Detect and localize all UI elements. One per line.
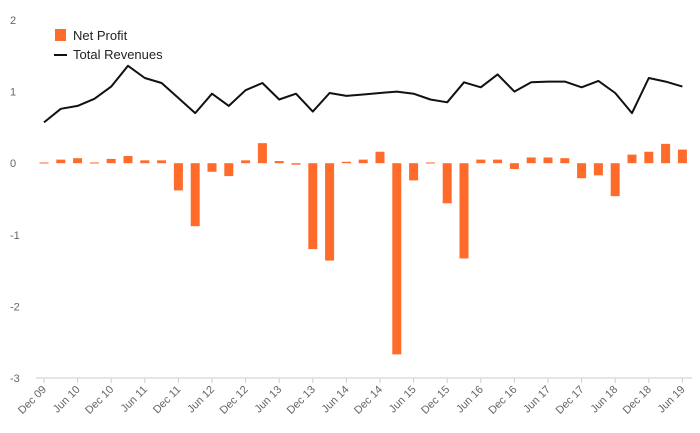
net-profit-bar (257, 143, 267, 164)
net-profit-bar (392, 163, 402, 355)
x-tick-label: Dec 14 (352, 384, 385, 417)
x-tick-label: Jun 18 (588, 384, 620, 416)
x-tick-label: Dec 15 (419, 384, 452, 417)
x-tick-label: Jun 12 (185, 384, 217, 416)
net-profit-bar (375, 151, 385, 164)
net-profit-bar (308, 163, 318, 250)
x-tick-label: Jun 17 (521, 384, 553, 416)
line-layer (43, 64, 683, 124)
net-profit-bar (661, 143, 671, 164)
net-profit-bar (123, 156, 133, 164)
legend-net-profit-swatch (55, 29, 66, 41)
net-profit-bar (291, 163, 301, 165)
net-profit-bar (341, 161, 351, 164)
legend: Net Profit Total Revenues (54, 28, 163, 62)
x-tick-label: Dec 17 (554, 384, 587, 417)
y-tick-label: 0 (10, 158, 16, 170)
x-tick-label: Jun 13 (252, 384, 284, 416)
total-revenues-line (43, 64, 683, 124)
legend-total-revenues-label: Total Revenues (73, 47, 163, 62)
net-profit-bar (476, 159, 486, 164)
bars-layer (39, 143, 687, 355)
x-tick-label: Dec 10 (83, 384, 116, 417)
net-profit-bar (677, 149, 687, 164)
net-profit-bar (577, 163, 587, 179)
net-profit-bar (173, 163, 183, 191)
net-profit-bar (644, 151, 654, 164)
net-profit-bar (459, 163, 469, 259)
legend-net-profit-label: Net Profit (73, 28, 128, 43)
y-tick-label: -2 (10, 301, 20, 313)
x-tick-label: Dec 18 (621, 384, 654, 417)
net-profit-bar (89, 162, 99, 164)
x-tick-label: Dec 16 (486, 384, 519, 417)
net-profit-bar (106, 158, 116, 164)
net-profit-bar (543, 157, 553, 164)
net-profit-bar (560, 158, 570, 164)
x-tick-label: Jun 15 (387, 384, 419, 416)
net-profit-bar (274, 161, 284, 164)
y-tick-label: 2 (10, 15, 16, 27)
x-tick-label: Jun 14 (320, 384, 352, 416)
x-tick-label: Dec 09 (16, 384, 49, 417)
x-tick-label: Dec 13 (285, 384, 318, 417)
net-profit-bar (627, 154, 637, 164)
net-profit-bar (610, 163, 620, 197)
x-tick-label: Jun 10 (51, 384, 83, 416)
x-tick-label: Jun 11 (119, 384, 150, 415)
x-tick-label: Jun 19 (656, 384, 688, 416)
net-profit-bar (526, 157, 536, 164)
net-profit-bar (509, 163, 519, 169)
net-profit-bar (425, 162, 435, 164)
net-profit-bar (39, 162, 49, 164)
net-profit-bar (593, 163, 603, 176)
net-profit-bar (224, 163, 234, 177)
y-tick-label: -3 (10, 373, 20, 385)
net-profit-bar (442, 163, 452, 204)
net-profit-bar (493, 159, 503, 164)
x-tick-label: Jun 16 (454, 384, 486, 416)
net-profit-bar (358, 159, 368, 164)
net-profit-bar (190, 163, 200, 227)
x-tick-label: Dec 12 (218, 384, 251, 417)
net-profit-bar (157, 160, 167, 164)
y-tick-label: -1 (10, 230, 20, 242)
net-profit-bar (241, 160, 251, 164)
net-profit-bar (207, 163, 217, 172)
net-profit-bar (73, 158, 83, 164)
net-profit-bar (325, 163, 335, 261)
net-profit-bar (140, 160, 150, 164)
x-tick-label: Dec 11 (151, 384, 184, 417)
net-profit-bar (409, 163, 419, 181)
y-tick-label: 1 (10, 87, 16, 99)
net-profit-bar (56, 159, 66, 164)
